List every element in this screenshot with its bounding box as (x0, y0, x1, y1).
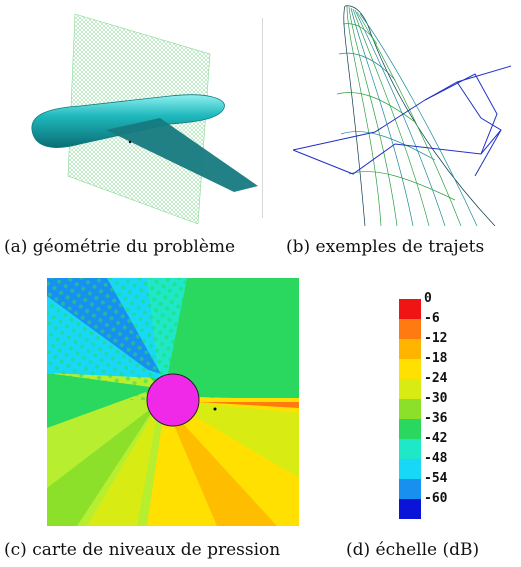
source-point (128, 140, 132, 144)
scale-swatch (399, 379, 421, 399)
scale-swatch (399, 399, 421, 419)
figure-a-geometry (31, 13, 258, 225)
scale-label: -12 (424, 331, 448, 346)
fuselage-wireframe (336, 5, 496, 226)
scale-label: -42 (424, 431, 448, 446)
caption-b: (b) exemples de trajets (286, 237, 485, 257)
scale-swatch (399, 299, 421, 319)
scale-swatch (399, 499, 421, 519)
fuselage (31, 94, 225, 148)
figure-c-pressure-map (47, 278, 299, 526)
caption-a: (a) géométrie du problème (4, 237, 236, 257)
caption-c: (c) carte de niveaux de pression (4, 540, 281, 560)
scale-swatch (399, 459, 421, 479)
scale-label: -54 (424, 471, 448, 486)
scale-swatch (399, 439, 421, 459)
scale-swatch (399, 419, 421, 439)
scale-label: -18 (424, 351, 448, 366)
propagation-paths (292, 65, 512, 177)
sphere (146, 373, 200, 427)
scale-label: -60 (424, 491, 448, 506)
scale-swatch (399, 339, 421, 359)
wing (106, 118, 258, 192)
scale-label: -36 (424, 411, 448, 426)
scale-label: -30 (424, 391, 448, 406)
figure-b-paths (292, 5, 512, 226)
scale-label: -48 (424, 451, 448, 466)
scale-label: -24 (424, 371, 448, 386)
panel-divider (262, 18, 263, 218)
scale-label: 0 (424, 291, 432, 306)
scale-swatch (399, 319, 421, 339)
scale-swatch (399, 479, 421, 499)
scale-swatch (399, 359, 421, 379)
scale-label: -6 (424, 311, 440, 326)
caption-d: (d) échelle (dB) (346, 540, 480, 560)
